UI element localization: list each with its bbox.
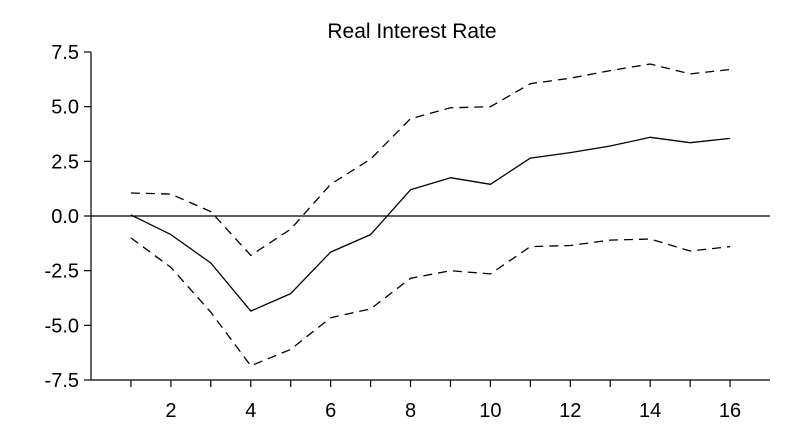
y-tick-label: -2.5: [45, 261, 79, 283]
y-tick-label: 5.0: [51, 97, 79, 119]
x-tick-label: 12: [559, 400, 581, 422]
x-tick-label: 10: [479, 400, 501, 422]
series-layer: [130, 63, 731, 367]
axes: 7.5 5.0 2.5 0.0 -2.5 -5.0 -7.5 2 4 6 8 10 12 14 16: [45, 42, 770, 422]
y-tick-label: -7.5: [45, 370, 79, 392]
upper-band-line: [130, 63, 731, 257]
chart-title: Real Interest Rate: [327, 20, 496, 43]
y-tick-label: 0.0: [51, 206, 79, 228]
x-tick-label: 8: [405, 400, 416, 422]
x-tick-label: 6: [325, 400, 336, 422]
x-tick-label: 4: [245, 400, 256, 422]
response-line: [130, 136, 731, 312]
y-tick-label: -5.0: [45, 315, 79, 337]
y-tick-label: 7.5: [51, 42, 79, 64]
lower-band-line: [130, 237, 731, 367]
x-tick-label: 14: [639, 400, 661, 422]
y-tick-label: 2.5: [51, 151, 79, 173]
x-tick-label: 2: [165, 400, 176, 422]
x-tick-label: 16: [719, 400, 741, 422]
